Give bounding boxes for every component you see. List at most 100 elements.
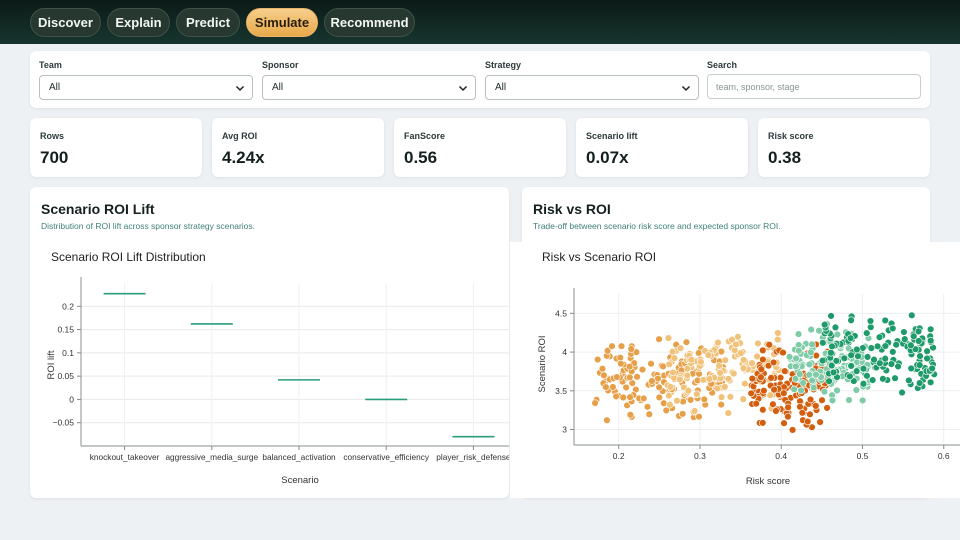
panel-title: Risk vs ROI bbox=[533, 201, 611, 217]
scatter-point bbox=[881, 316, 889, 325]
scatter-point bbox=[717, 400, 725, 409]
scatter-point bbox=[734, 333, 742, 341]
scatter-point bbox=[669, 368, 677, 377]
y-tick-label: 0.1 bbox=[62, 348, 74, 358]
scatter-point bbox=[704, 351, 713, 359]
search-input[interactable] bbox=[707, 74, 921, 99]
scatter-point bbox=[678, 410, 687, 418]
scatter-point bbox=[759, 406, 767, 414]
scatter-point bbox=[852, 386, 861, 394]
scatter-point bbox=[847, 362, 855, 370]
scatter-point bbox=[852, 367, 861, 375]
scatter-point bbox=[847, 316, 855, 324]
scatter-point bbox=[760, 386, 768, 395]
scatter-point bbox=[806, 395, 815, 404]
scatter-point bbox=[820, 388, 829, 396]
kpi-card-fanscore: FanScore 0.56 bbox=[394, 118, 566, 177]
scatter-point bbox=[757, 365, 765, 373]
scatter-point bbox=[593, 355, 602, 364]
scatter-point bbox=[666, 383, 675, 391]
search-filter-label: Search bbox=[707, 60, 738, 70]
scatter-point bbox=[714, 338, 722, 347]
scatter-point bbox=[716, 369, 724, 377]
scatter-point bbox=[724, 375, 733, 383]
scatter-point bbox=[774, 335, 782, 344]
scatter-point bbox=[818, 396, 826, 404]
scatter-point bbox=[726, 393, 735, 401]
team-select[interactable]: All bbox=[39, 75, 253, 100]
scatter-point bbox=[910, 332, 918, 340]
scatter-point bbox=[915, 379, 924, 387]
x-tick-label: 0.3 bbox=[694, 451, 706, 461]
team-select-value: All bbox=[49, 82, 61, 93]
scatter-point bbox=[676, 375, 684, 384]
scatter-point bbox=[676, 344, 685, 352]
scatter-point bbox=[788, 426, 797, 434]
scatter-point bbox=[757, 373, 765, 381]
scatter-point bbox=[612, 392, 620, 401]
scatter-point bbox=[602, 383, 610, 391]
sponsor-select[interactable]: All bbox=[262, 75, 476, 100]
scatter-point bbox=[916, 361, 924, 369]
tab-predict[interactable]: Predict bbox=[176, 8, 240, 37]
y-tick-label: 3 bbox=[562, 425, 567, 435]
scatter-point bbox=[846, 372, 854, 381]
scatter-point bbox=[739, 356, 748, 364]
kpi-value: 0.56 bbox=[404, 148, 438, 167]
scatter-point bbox=[891, 374, 899, 382]
scatter-point bbox=[796, 370, 804, 378]
scatter-point bbox=[791, 375, 800, 383]
scatter-point bbox=[626, 411, 635, 419]
scatter-point bbox=[808, 340, 816, 349]
scatter-point bbox=[894, 362, 902, 371]
scatter-point bbox=[732, 340, 740, 349]
y-tick-label: 0.2 bbox=[62, 301, 74, 311]
kpi-label: Risk score bbox=[768, 131, 814, 141]
scatter-point bbox=[827, 349, 835, 357]
tab-recommend[interactable]: Recommend bbox=[324, 8, 415, 37]
scatter-point bbox=[907, 341, 915, 349]
x-tick-label: 0.4 bbox=[775, 451, 787, 461]
kpi-value: 700 bbox=[40, 148, 69, 167]
scatter-point bbox=[683, 371, 692, 380]
scatter-point bbox=[759, 346, 767, 355]
tab-simulate[interactable]: Simulate bbox=[246, 8, 318, 37]
scatter-point bbox=[659, 362, 667, 371]
scatter-point bbox=[662, 406, 670, 415]
scatter-point bbox=[765, 341, 773, 349]
scatter-point bbox=[697, 358, 705, 366]
scatter-point bbox=[905, 376, 913, 385]
kpi-card-rows: Rows 700 bbox=[30, 118, 202, 177]
scatter-point bbox=[617, 342, 626, 350]
scatter-point bbox=[858, 396, 867, 405]
scatter-point bbox=[867, 323, 875, 331]
scatter-point bbox=[795, 347, 803, 355]
x-tick-label: 0.2 bbox=[613, 451, 625, 461]
scatter-point bbox=[655, 383, 663, 392]
x-tick-label: conservative_efficiency bbox=[343, 452, 429, 462]
scatter-point bbox=[627, 345, 635, 353]
tab-explain[interactable]: Explain bbox=[107, 8, 170, 37]
scatter-point bbox=[648, 377, 656, 385]
scatter-point bbox=[695, 413, 703, 421]
sponsor-select-value: All bbox=[272, 82, 284, 93]
kpi-value: 0.07x bbox=[586, 148, 629, 167]
scatter-point bbox=[779, 348, 787, 357]
scatter-point bbox=[901, 335, 909, 343]
scatter-point bbox=[892, 341, 900, 349]
scatter-point bbox=[887, 360, 896, 368]
scatter-point bbox=[829, 368, 838, 377]
scatter-point bbox=[690, 407, 699, 415]
scatter-point bbox=[808, 376, 816, 385]
strategy-select-value: All bbox=[495, 82, 507, 93]
scatter-point bbox=[781, 367, 789, 375]
chart-title: Risk vs Scenario ROI bbox=[542, 250, 657, 264]
strategy-select[interactable]: All bbox=[485, 75, 699, 100]
scatter-point bbox=[821, 320, 829, 329]
tab-discover[interactable]: Discover bbox=[30, 8, 101, 37]
scatter-plot-area: Risk vs Scenario ROI 4.5 4 3.5 3 0.2 0.3 0.4 0.… bbox=[510, 242, 960, 498]
kpi-label: Scenario lift bbox=[586, 131, 638, 141]
scatter-point bbox=[928, 364, 936, 373]
scatter-point bbox=[870, 355, 878, 364]
scatter-point bbox=[806, 410, 814, 419]
